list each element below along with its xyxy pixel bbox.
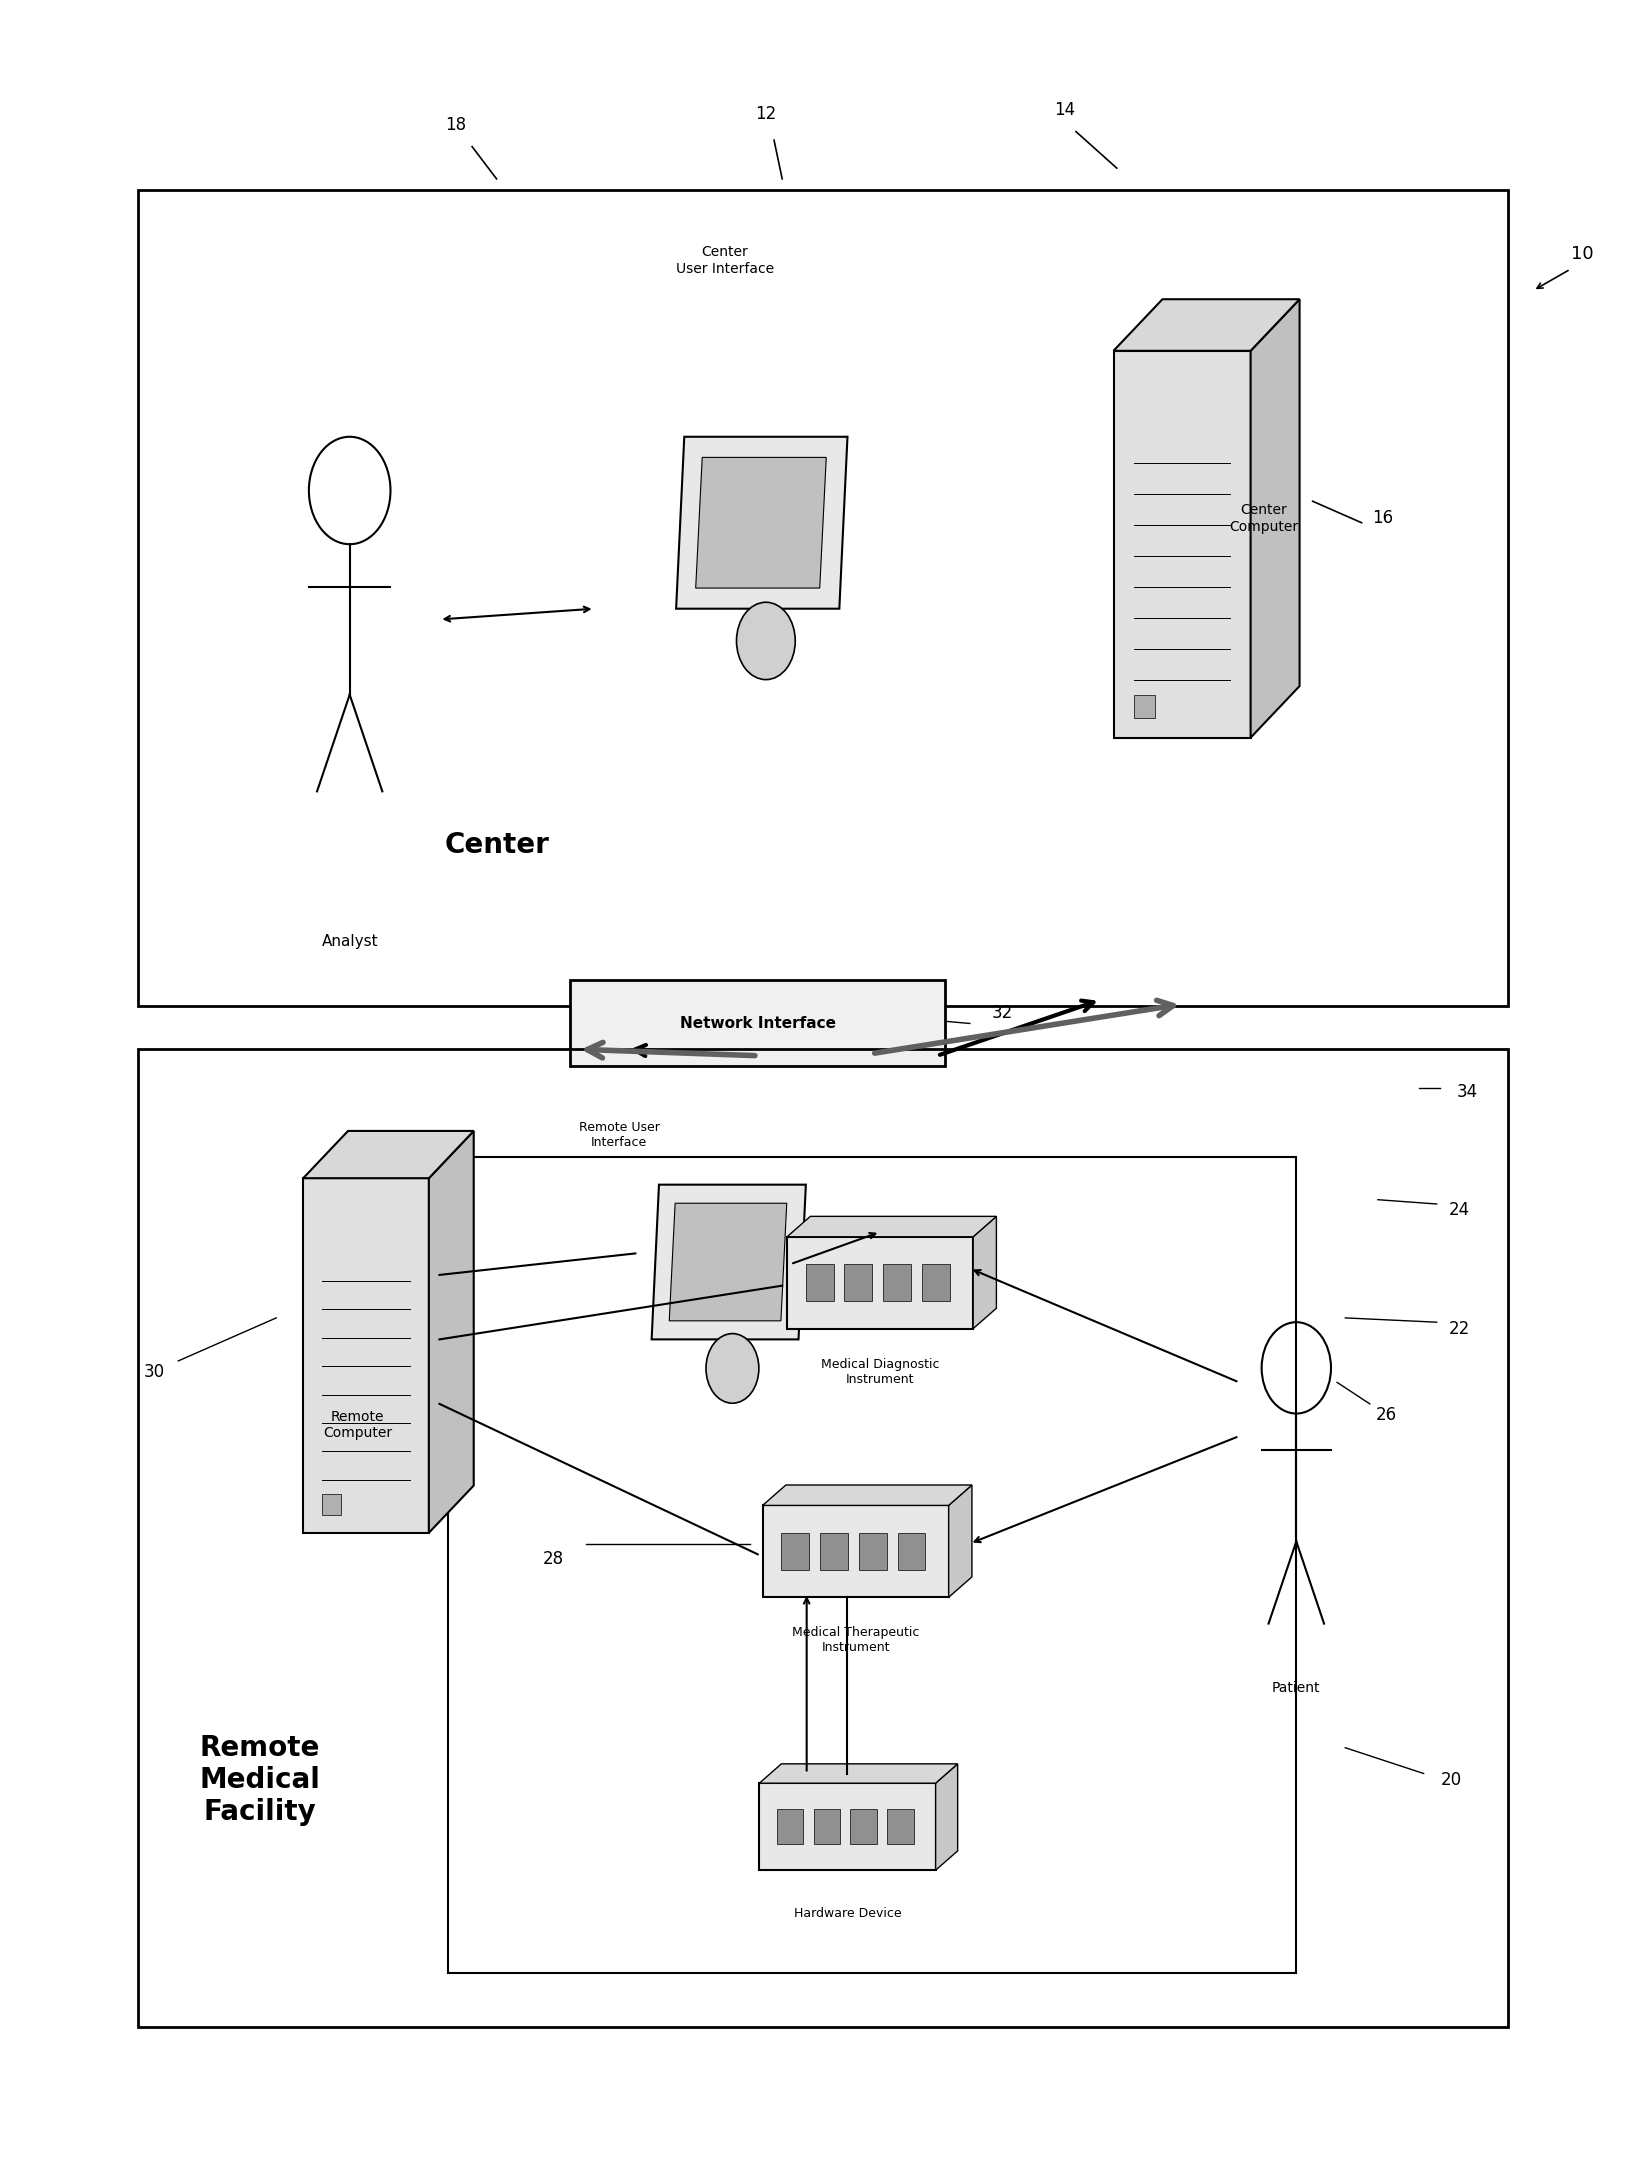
Text: 16: 16 <box>1373 510 1394 528</box>
Text: 18: 18 <box>444 117 466 134</box>
Polygon shape <box>935 1763 958 1871</box>
Bar <box>138 1049 1508 2027</box>
Text: 20: 20 <box>1440 1771 1462 1789</box>
Text: Medical Diagnostic
Instrument: Medical Diagnostic Instrument <box>821 1358 940 1386</box>
Bar <box>1134 694 1154 718</box>
Polygon shape <box>303 1131 474 1179</box>
Text: Remote User
Interface: Remote User Interface <box>578 1120 660 1149</box>
Polygon shape <box>677 437 848 608</box>
Polygon shape <box>1251 298 1300 738</box>
Text: 26: 26 <box>1376 1406 1397 1423</box>
Polygon shape <box>973 1216 996 1328</box>
Text: 12: 12 <box>756 106 777 123</box>
Bar <box>820 1534 848 1570</box>
Polygon shape <box>430 1131 474 1534</box>
Polygon shape <box>759 1763 958 1782</box>
Text: Center
Computer: Center Computer <box>1230 504 1299 534</box>
Text: Medical Therapeutic
Instrument: Medical Therapeutic Instrument <box>792 1627 920 1655</box>
Text: Center
User Interface: Center User Interface <box>677 244 774 275</box>
Polygon shape <box>948 1486 971 1596</box>
Bar <box>844 1265 872 1302</box>
Text: Remote
Medical
Facility: Remote Medical Facility <box>199 1733 321 1826</box>
Bar <box>138 190 1508 1006</box>
Polygon shape <box>652 1185 807 1339</box>
Text: 32: 32 <box>993 1004 1014 1021</box>
Text: Analyst: Analyst <box>321 934 379 950</box>
Bar <box>887 1808 914 1845</box>
Bar <box>859 1534 887 1570</box>
Text: Hardware Device: Hardware Device <box>793 1908 902 1921</box>
Text: Remote
Computer: Remote Computer <box>323 1410 392 1441</box>
Text: Network Interface: Network Interface <box>680 1017 836 1032</box>
Bar <box>884 1265 912 1302</box>
Bar <box>897 1534 925 1570</box>
Circle shape <box>706 1335 759 1404</box>
Bar <box>805 1265 833 1302</box>
FancyBboxPatch shape <box>303 1179 430 1534</box>
FancyBboxPatch shape <box>570 980 945 1066</box>
Text: 28: 28 <box>543 1549 565 1568</box>
FancyBboxPatch shape <box>1113 350 1251 738</box>
Text: Patient: Patient <box>1272 1681 1320 1694</box>
Text: 34: 34 <box>1457 1084 1478 1101</box>
Polygon shape <box>670 1203 787 1322</box>
Text: 24: 24 <box>1448 1200 1470 1220</box>
Bar <box>813 1808 839 1845</box>
FancyBboxPatch shape <box>787 1237 973 1328</box>
Polygon shape <box>1113 298 1300 350</box>
Bar <box>782 1534 810 1570</box>
FancyBboxPatch shape <box>762 1505 948 1596</box>
Bar <box>323 1495 341 1514</box>
Polygon shape <box>787 1216 996 1237</box>
Text: 14: 14 <box>1053 102 1075 119</box>
Bar <box>851 1808 877 1845</box>
Bar <box>922 1265 950 1302</box>
Text: 22: 22 <box>1448 1319 1470 1337</box>
Polygon shape <box>762 1486 971 1505</box>
Polygon shape <box>696 456 826 588</box>
Text: 30: 30 <box>143 1363 165 1380</box>
Bar <box>777 1808 803 1845</box>
FancyBboxPatch shape <box>759 1782 935 1871</box>
Text: Center: Center <box>444 831 550 859</box>
Bar <box>448 1157 1297 1973</box>
Circle shape <box>736 601 795 679</box>
Text: 10: 10 <box>1570 244 1593 264</box>
